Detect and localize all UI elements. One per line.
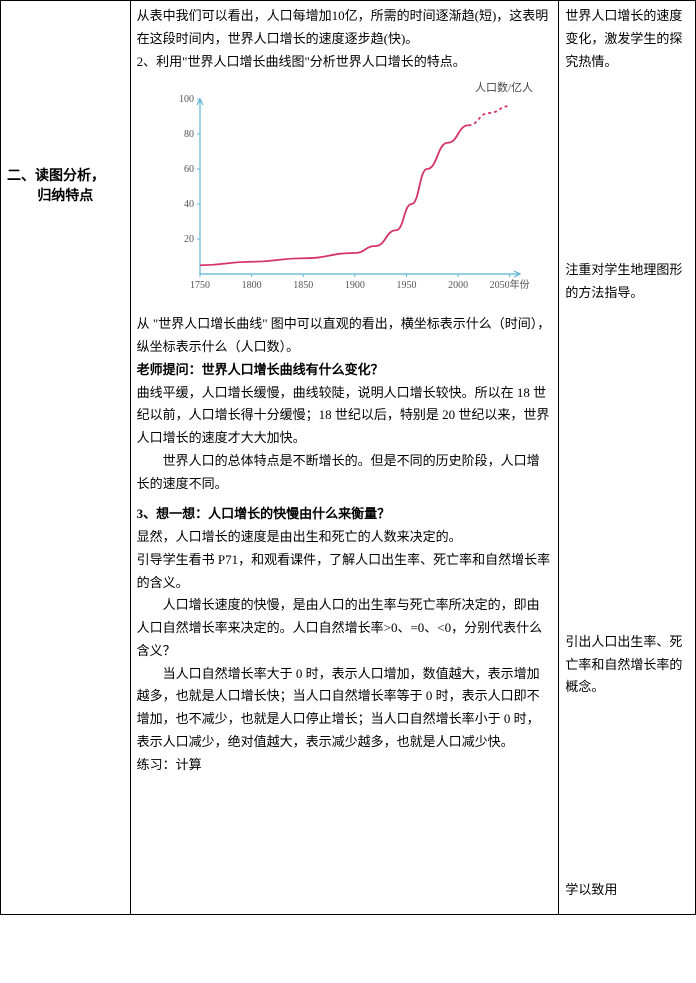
svg-text:1850: 1850 [293, 280, 313, 291]
para-rate-meaning: 当人口自然增长率大于 0 时，表示人口增加，数值越大，表示增加越多，也就是人口增… [137, 663, 553, 754]
svg-text:1800: 1800 [241, 280, 261, 291]
population-growth-chart: 人口数/亿人 100 80 60 40 20 1750 1800 1850 1900 1950 200… [155, 79, 535, 299]
para-guide-book: 引导学生看书 P71，和观看课件，了解人口出生率、死亡率和自然增长率的含义。 [137, 549, 553, 595]
svg-text:1750: 1750 [190, 280, 210, 291]
para-chart-intro: 2、利用"世界人口增长曲线图"分析世界人口增长的特点。 [137, 51, 553, 74]
note-method-guide: 注重对学生地理图形的方法指导。 [565, 259, 689, 305]
svg-text:60: 60 [184, 164, 194, 175]
section-title-a: 二、读图分析， [7, 165, 124, 185]
svg-text:20: 20 [184, 234, 194, 245]
svg-text:40: 40 [184, 199, 194, 210]
section-title-b: 归纳特点 [7, 185, 124, 205]
svg-text:100: 100 [179, 94, 194, 105]
svg-text:80: 80 [184, 129, 194, 140]
para-answer-1: 显然，人口增长的速度是由出生和死亡的人数来决定的。 [137, 526, 553, 549]
note-concepts: 引出人口出生率、死亡率和自然增长率的概念。 [565, 631, 689, 699]
exercise-label: 练习：计算 [137, 754, 553, 777]
para-overall-trend: 世界人口的总体特点是不断增长的。但是不同的历史阶段，人口增长的速度不同。 [137, 450, 553, 496]
col-content: 从表中我们可以看出，人口每增加10亿，所需的时间逐渐趋(短)，这表明在这段时间内… [131, 1, 560, 914]
think-question: 3、想一想：人口增长的快慢由什么来衡量？ [137, 503, 553, 526]
col-section-title: 二、读图分析， 归纳特点 [1, 1, 131, 914]
main-row: 二、读图分析， 归纳特点 从表中我们可以看出，人口每增加10亿，所需的时间逐渐趋… [1, 1, 695, 914]
svg-text:人口数/亿人: 人口数/亿人 [475, 81, 533, 94]
svg-text:2000: 2000 [448, 280, 468, 291]
svg-text:2050年份: 2050年份 [489, 278, 529, 291]
note-apply: 学以致用 [565, 879, 689, 902]
para-curve-explain: 曲线平缓，人口增长缓慢，曲线较陡，说明人口增长较快。所以在 18 世纪以前，人口… [137, 382, 553, 450]
chart-svg: 人口数/亿人 100 80 60 40 20 1750 1800 1850 1900 1950 200… [155, 79, 535, 299]
para-axes-explain: 从 "世界人口增长曲线" 图中可以直观的看出，横坐标表示什么（时间），纵坐标表示… [137, 313, 553, 359]
svg-text:1950: 1950 [396, 280, 416, 291]
svg-text:1900: 1900 [344, 280, 364, 291]
para-growth-rate: 人口增长速度的快慢，是由人口的出生率与死亡率所决定的，即由人口自然增长率来决定的… [137, 594, 553, 662]
para-table-observation: 从表中我们可以看出，人口每增加10亿，所需的时间逐渐趋(短)，这表明在这段时间内… [137, 5, 553, 51]
note-speed-change: 世界人口增长的速度变化，激发学生的探究热情。 [565, 5, 689, 73]
lesson-table: 二、读图分析， 归纳特点 从表中我们可以看出，人口每增加10亿，所需的时间逐渐趋… [0, 0, 696, 915]
teacher-question: 老师提问：世界人口增长曲线有什么变化？ [137, 359, 553, 382]
col-notes: 世界人口增长的速度变化，激发学生的探究热情。 注重对学生地理图形的方法指导。 引… [559, 1, 695, 914]
